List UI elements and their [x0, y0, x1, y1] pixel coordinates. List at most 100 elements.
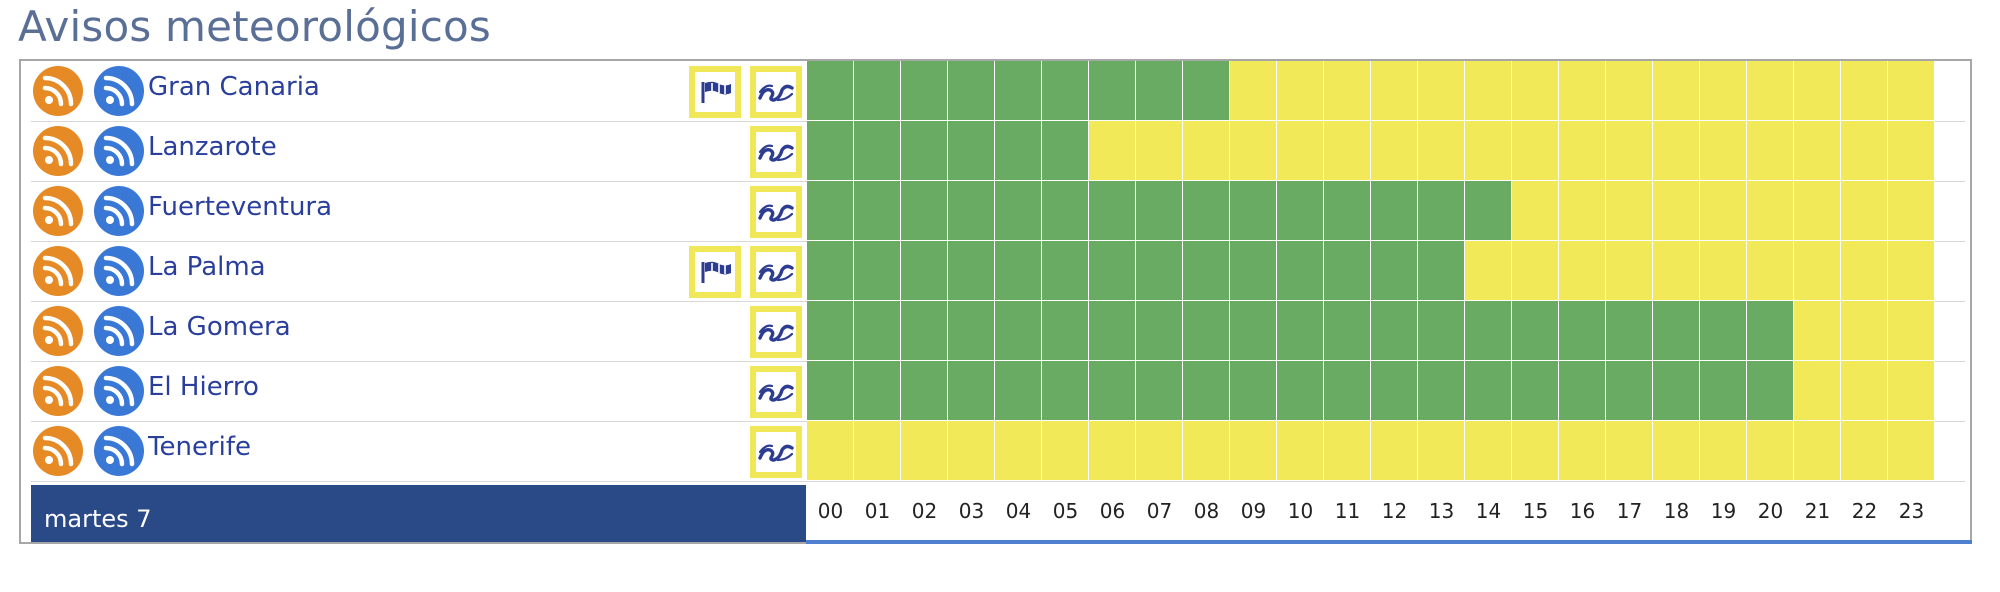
hour-cell[interactable] — [948, 181, 995, 240]
hour-cell[interactable] — [1606, 181, 1653, 240]
hour-cell[interactable] — [854, 61, 901, 120]
hour-cell[interactable] — [1747, 181, 1794, 240]
hour-cell[interactable] — [1606, 241, 1653, 300]
hour-cell[interactable] — [807, 241, 854, 300]
hour-cell[interactable] — [854, 121, 901, 180]
hour-cell[interactable] — [1277, 241, 1324, 300]
hour-cell[interactable] — [1465, 301, 1512, 360]
hour-cell[interactable] — [1042, 121, 1089, 180]
hour-cell[interactable] — [1136, 181, 1183, 240]
hour-cell[interactable] — [1653, 181, 1700, 240]
hour-cell[interactable] — [1794, 421, 1841, 480]
hour-cell[interactable] — [1559, 61, 1606, 120]
hour-cell[interactable] — [854, 181, 901, 240]
hour-cell[interactable] — [807, 361, 854, 420]
hour-cell[interactable] — [1230, 361, 1277, 420]
hour-cell[interactable] — [1089, 61, 1136, 120]
hour-cell[interactable] — [1277, 61, 1324, 120]
hour-cell[interactable] — [1465, 61, 1512, 120]
region-name-link[interactable]: Gran Canaria — [148, 72, 320, 102]
hour-cell[interactable] — [1841, 181, 1888, 240]
wind-icon[interactable] — [689, 246, 741, 298]
hour-cell[interactable] — [1371, 241, 1418, 300]
hour-cell[interactable] — [1324, 421, 1371, 480]
hour-cell[interactable] — [1794, 181, 1841, 240]
region-name-link[interactable]: Tenerife — [148, 432, 251, 462]
hour-cell[interactable] — [1418, 61, 1465, 120]
hour-cell[interactable] — [1700, 241, 1747, 300]
hour-cell[interactable] — [1465, 241, 1512, 300]
hour-cell[interactable] — [1042, 61, 1089, 120]
hour-cell[interactable] — [807, 181, 854, 240]
hour-cell[interactable] — [1888, 301, 1935, 360]
hour-cell[interactable] — [1371, 361, 1418, 420]
hour-cell[interactable] — [1042, 421, 1089, 480]
hour-cell[interactable] — [854, 301, 901, 360]
hour-cell[interactable] — [948, 421, 995, 480]
rss-feed-icon[interactable] — [94, 366, 144, 416]
hour-cell[interactable] — [1324, 241, 1371, 300]
hour-cell[interactable] — [1371, 301, 1418, 360]
hour-cell[interactable] — [948, 61, 995, 120]
hour-cell[interactable] — [807, 121, 854, 180]
hour-cell[interactable] — [1794, 241, 1841, 300]
hour-cell[interactable] — [1277, 121, 1324, 180]
coastal-waves-icon[interactable] — [750, 246, 802, 298]
hour-cell[interactable] — [1559, 361, 1606, 420]
hour-cell[interactable] — [1841, 361, 1888, 420]
hour-cell[interactable] — [1700, 61, 1747, 120]
hour-cell[interactable] — [1512, 181, 1559, 240]
hour-cell[interactable] — [1371, 421, 1418, 480]
hour-cell[interactable] — [1465, 121, 1512, 180]
hour-cell[interactable] — [1841, 61, 1888, 120]
hour-cell[interactable] — [1700, 421, 1747, 480]
hour-cell[interactable] — [1794, 301, 1841, 360]
hour-cell[interactable] — [1559, 241, 1606, 300]
region-name-link[interactable]: El Hierro — [148, 372, 259, 402]
hour-cell[interactable] — [901, 121, 948, 180]
hour-cell[interactable] — [1512, 361, 1559, 420]
hour-cell[interactable] — [1136, 301, 1183, 360]
hour-cell[interactable] — [1418, 361, 1465, 420]
hour-cell[interactable] — [1089, 241, 1136, 300]
hour-cell[interactable] — [948, 361, 995, 420]
hour-cell[interactable] — [1230, 181, 1277, 240]
hour-cell[interactable] — [1888, 181, 1935, 240]
hour-cell[interactable] — [1747, 121, 1794, 180]
hour-cell[interactable] — [1324, 121, 1371, 180]
hour-cell[interactable] — [1418, 181, 1465, 240]
hour-cell[interactable] — [1747, 241, 1794, 300]
hour-cell[interactable] — [1183, 361, 1230, 420]
rss-feed-icon[interactable] — [33, 366, 83, 416]
hour-cell[interactable] — [995, 421, 1042, 480]
hour-cell[interactable] — [854, 241, 901, 300]
hour-cell[interactable] — [901, 421, 948, 480]
hour-cell[interactable] — [1559, 121, 1606, 180]
hour-cell[interactable] — [1653, 361, 1700, 420]
hour-cell[interactable] — [1512, 421, 1559, 480]
hour-cell[interactable] — [1512, 61, 1559, 120]
coastal-waves-icon[interactable] — [750, 426, 802, 478]
hour-cell[interactable] — [995, 121, 1042, 180]
hour-cell[interactable] — [995, 241, 1042, 300]
hour-cell[interactable] — [1888, 121, 1935, 180]
hour-cell[interactable] — [1230, 61, 1277, 120]
hour-cell[interactable] — [1042, 241, 1089, 300]
hour-cell[interactable] — [1606, 301, 1653, 360]
hour-cell[interactable] — [1888, 421, 1935, 480]
hour-cell[interactable] — [1183, 421, 1230, 480]
hour-cell[interactable] — [1277, 361, 1324, 420]
region-name-link[interactable]: Fuerteventura — [148, 192, 333, 222]
hour-cell[interactable] — [1606, 361, 1653, 420]
hour-cell[interactable] — [948, 121, 995, 180]
hour-cell[interactable] — [1794, 61, 1841, 120]
hour-cell[interactable] — [1794, 121, 1841, 180]
hour-cell[interactable] — [854, 421, 901, 480]
rss-feed-icon[interactable] — [33, 126, 83, 176]
hour-cell[interactable] — [1136, 121, 1183, 180]
hour-cell[interactable] — [1230, 421, 1277, 480]
hour-cell[interactable] — [1465, 421, 1512, 480]
hour-cell[interactable] — [1371, 181, 1418, 240]
hour-cell[interactable] — [1418, 121, 1465, 180]
hour-cell[interactable] — [901, 361, 948, 420]
